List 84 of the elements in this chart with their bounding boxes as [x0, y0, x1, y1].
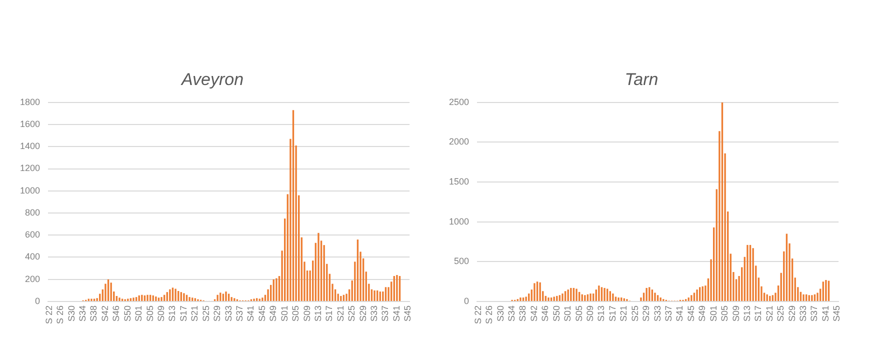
- x-tick-label: S37: [809, 305, 820, 322]
- y-tick-label: 0: [464, 296, 470, 306]
- x-tick-label: S37: [380, 305, 390, 322]
- x-tick-label: S05: [144, 305, 155, 322]
- x-tick-label: S21: [190, 305, 200, 322]
- x-tick-label: S17: [178, 305, 188, 322]
- x-tick-label: S41: [391, 305, 402, 322]
- x-tick-label: S21: [335, 305, 346, 322]
- x-tick-label: S21: [618, 305, 629, 322]
- x-tick-label: S29: [786, 305, 797, 322]
- x-tick-label: S37: [234, 305, 244, 322]
- x-tick-label: S33: [652, 305, 662, 322]
- x-tick-label: S29: [641, 305, 652, 322]
- chart-title: Aveyron: [180, 70, 244, 89]
- x-tick-label: S41: [246, 305, 256, 322]
- x-tick-label: S30: [495, 305, 506, 322]
- y-tick-label: 1000: [20, 185, 40, 196]
- x-tick-label: S09: [585, 305, 596, 322]
- y-tick-label: 600: [24, 230, 40, 240]
- x-tick-label: S 26: [484, 305, 494, 324]
- x-tick-label: S42: [528, 305, 539, 322]
- x-tick-label: S45: [402, 305, 413, 322]
- x-tick-label: S05: [720, 305, 730, 322]
- x-tick-label: S05: [290, 305, 301, 322]
- x-tick-label: S09: [302, 305, 312, 322]
- x-tick-label: S50: [551, 305, 562, 322]
- y-tick-label: 0: [35, 296, 40, 306]
- y-tick-label: 1200: [20, 163, 40, 174]
- y-tick-label: 2000: [448, 136, 470, 147]
- x-tick-label: S13: [596, 305, 606, 322]
- x-tick-label: S25: [346, 305, 357, 322]
- x-tick-label: S13: [742, 305, 752, 322]
- y-tick-label: 200: [24, 274, 40, 284]
- x-tick-label: S29: [358, 305, 368, 322]
- x-tick-label: S38: [88, 305, 99, 322]
- x-tick-label: S25: [776, 305, 786, 322]
- x-tick-label: S34: [78, 305, 88, 322]
- x-tick-label: S09: [156, 305, 166, 322]
- y-tick-label: 500: [454, 256, 470, 266]
- y-tick-label: 800: [24, 207, 40, 218]
- x-tick-label: S05: [574, 305, 584, 322]
- x-tick-label: S33: [369, 305, 380, 322]
- x-tick-label: S01: [134, 305, 144, 322]
- x-tick-label: S37: [663, 305, 674, 322]
- x-tick-label: S38: [518, 305, 528, 322]
- x-tick-label: S42: [100, 305, 110, 322]
- x-tick-label: S45: [832, 305, 842, 322]
- x-tick-label: S29: [212, 305, 222, 322]
- x-tick-label: S01: [708, 305, 718, 322]
- y-tick-label: 2500: [448, 96, 470, 107]
- x-tick-label: S46: [540, 305, 550, 322]
- x-tick-label: S41: [674, 305, 685, 322]
- x-tick-label: S41: [820, 305, 830, 322]
- y-tick-label: 400: [24, 252, 40, 262]
- y-tick-label: 1800: [20, 96, 40, 107]
- x-tick-label: S25: [630, 305, 640, 322]
- x-tick-label: S33: [223, 305, 234, 322]
- x-tick-label: S33: [798, 305, 808, 322]
- x-tick-label: S34: [506, 305, 517, 322]
- x-tick-label: S13: [312, 305, 323, 322]
- y-tick-label: 1500: [448, 176, 470, 187]
- x-tick-label: S01: [279, 305, 290, 322]
- chart-title: Tarn: [624, 70, 658, 89]
- x-tick-label: S17: [607, 305, 618, 322]
- y-tick-label: 1400: [20, 141, 40, 152]
- x-tick-label: S 26: [55, 305, 66, 324]
- x-tick-label: S 22: [44, 305, 54, 324]
- x-tick-label: S45: [256, 305, 267, 322]
- y-tick-label: 1600: [20, 119, 40, 130]
- x-tick-label: S21: [764, 305, 774, 322]
- y-tick-label: 1000: [448, 216, 470, 226]
- x-tick-label: S46: [111, 305, 122, 322]
- x-tick-label: S 22: [472, 305, 483, 324]
- x-tick-label: S01: [562, 305, 573, 322]
- x-tick-label: S49: [268, 305, 278, 322]
- x-tick-label: S13: [167, 305, 178, 322]
- x-tick-label: S30: [66, 305, 76, 322]
- x-tick-label: S49: [697, 305, 708, 322]
- x-tick-label: S45: [686, 305, 696, 322]
- x-tick-label: S17: [324, 305, 334, 322]
- x-tick-label: S50: [122, 305, 132, 322]
- x-tick-label: S09: [730, 305, 741, 322]
- x-tick-label: S25: [200, 305, 211, 322]
- x-tick-label: S17: [753, 305, 764, 322]
